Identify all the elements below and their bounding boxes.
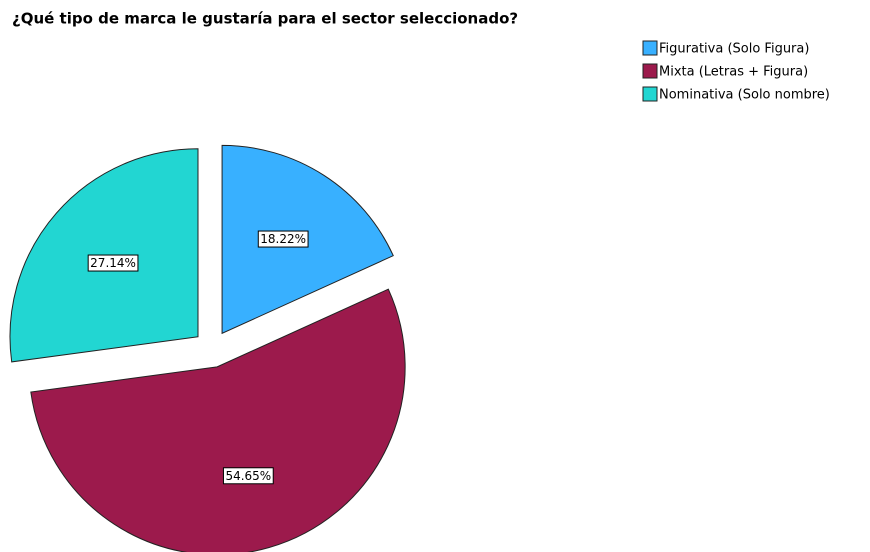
data-label: 27.14%: [87, 254, 139, 272]
pie-slice: [30, 288, 406, 552]
data-label-text: 54.65%: [225, 469, 271, 483]
chart-title: ¿Qué tipo de marca le gustaría para el s…: [12, 10, 518, 28]
data-label-box: [222, 467, 274, 485]
data-label-box: [87, 254, 139, 272]
data-label-text: 18.22%: [260, 232, 306, 246]
legend-label: Nominativa (Solo nombre): [659, 88, 830, 103]
data-label-text: 27.14%: [90, 256, 136, 270]
data-label: 18.22%: [257, 230, 309, 248]
data-label-box: [257, 230, 309, 248]
legend-label: Figurativa (Solo Figura): [659, 42, 809, 57]
legend-swatch: [642, 63, 658, 79]
legend-swatch: [642, 40, 658, 56]
legend-swatch: [642, 86, 658, 102]
data-label: 54.65%: [222, 467, 274, 485]
legend-label: Mixta (Letras + Figura): [659, 65, 808, 80]
